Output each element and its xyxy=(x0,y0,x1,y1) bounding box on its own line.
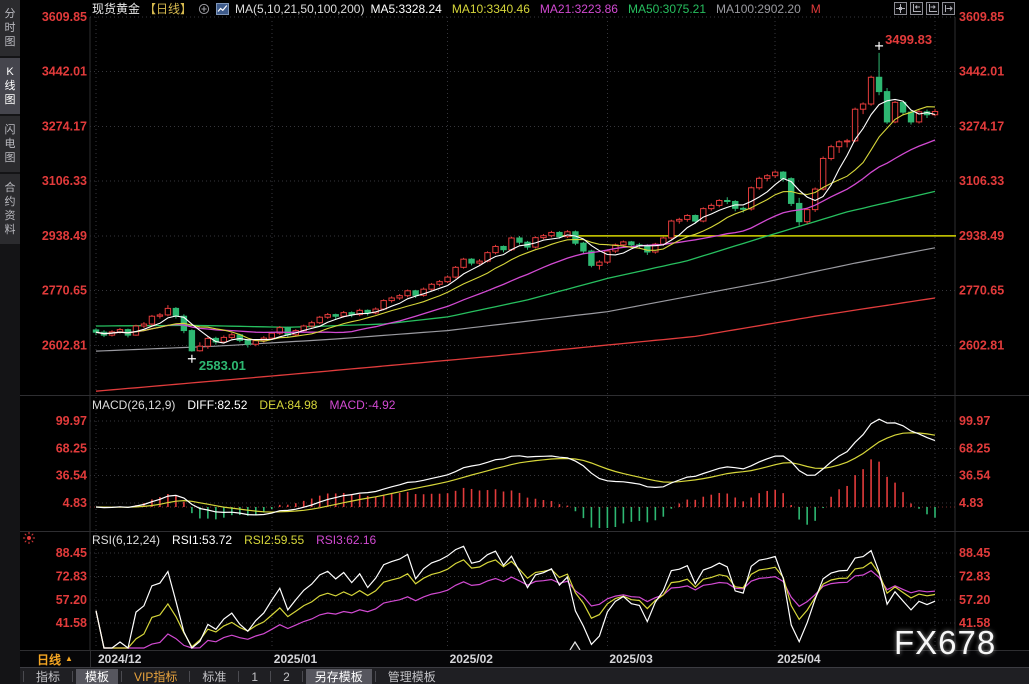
ma-value: MA100:2902.20 xyxy=(716,1,801,16)
toolbar-item-8[interactable]: 管理模板 xyxy=(387,669,436,684)
toolbar-item-1[interactable]: 指标 xyxy=(36,669,61,684)
x-axis-label: 2025/04 xyxy=(777,652,821,666)
rsi-header: RSI(6,12,24) RSI1:53.72 RSI2:59.55 RSI3:… xyxy=(92,533,376,547)
shift-right-icon[interactable] xyxy=(926,2,939,15)
toolbar-separator xyxy=(189,671,191,682)
svg-text:2583.01: 2583.01 xyxy=(199,358,246,373)
macd-diff-value: DIFF:82.52 xyxy=(187,398,248,412)
toolbar-separator xyxy=(270,671,272,682)
svg-text:36.54: 36.54 xyxy=(56,469,87,483)
svg-text:68.25: 68.25 xyxy=(959,441,990,455)
svg-text:99.97: 99.97 xyxy=(56,414,87,428)
symbol-title: 现货黄金 xyxy=(92,2,141,16)
svg-text:4.83: 4.83 xyxy=(63,496,87,510)
ma-values: MA5:3328.24 MA10:3340.46 MA21:3223.86 MA50:… xyxy=(370,2,820,16)
svg-text:3609.85: 3609.85 xyxy=(42,10,87,24)
sidebar-tab-3[interactable]: 闪电图 xyxy=(0,116,20,172)
toolbar-item-4[interactable]: 标准 xyxy=(202,669,227,684)
svg-text:57.20: 57.20 xyxy=(959,593,990,607)
period-label: 【日线】 xyxy=(144,2,193,16)
svg-text:68.25: 68.25 xyxy=(56,441,87,455)
rsi1-value: RSI1:53.72 xyxy=(172,533,233,547)
svg-text:57.20: 57.20 xyxy=(56,593,87,607)
svg-text:3442.01: 3442.01 xyxy=(42,65,87,79)
shift-left-icon[interactable] xyxy=(910,2,923,15)
toolbar-item-6[interactable]: 2 xyxy=(283,669,290,684)
sun-icon xyxy=(22,531,36,545)
ma-group-label: MA(5,10,21,50,100,200) xyxy=(235,1,365,16)
svg-text:99.97: 99.97 xyxy=(959,414,990,428)
time-axis: 日线 ▲ 2024/12 2025/01 2025/02 2025/03 2025/04 xyxy=(20,650,1029,667)
toolbar-item-7[interactable]: 另存模板 xyxy=(305,668,372,684)
ma-value: MA5:3328.24 xyxy=(370,1,442,16)
period-selector[interactable]: 日线 ▲ xyxy=(20,651,91,667)
jump-end-icon[interactable] xyxy=(942,2,955,15)
toolbar-item-5[interactable]: 1 xyxy=(251,669,259,684)
circle-plus-icon[interactable] xyxy=(198,3,210,15)
x-axis-label: 2025/01 xyxy=(273,652,318,666)
mouse-cursor xyxy=(569,640,581,650)
svg-text:3442.01: 3442.01 xyxy=(959,65,1004,79)
chart-header: 现货黄金 【日线】 MA(5,10,21,50,100,200) MA5:332… xyxy=(20,0,1029,17)
svg-text:2938.49: 2938.49 xyxy=(959,229,1004,243)
x-axis-label: 2025/03 xyxy=(609,652,653,666)
macd-dea-value: DEA:84.98 xyxy=(259,398,318,412)
sidebar-tab-1[interactable]: 分时图 xyxy=(0,0,20,56)
ma-value: MA50:3075.21 xyxy=(627,1,707,16)
x-axis-label: 2024/12 xyxy=(98,652,142,666)
svg-text:3609.85: 3609.85 xyxy=(959,10,1004,24)
svg-text:2938.49: 2938.49 xyxy=(42,229,87,243)
toolbar-item-2[interactable]: 模板 xyxy=(76,668,119,684)
svg-text:2770.65: 2770.65 xyxy=(959,284,1004,298)
toolbar-separator xyxy=(301,671,303,682)
sidebar-tab-4[interactable]: 合约资料 xyxy=(0,174,20,244)
crosshair-icon[interactable] xyxy=(894,2,907,15)
ma-value: MA21:3223.86 xyxy=(539,1,618,16)
chart-toolbar-icons xyxy=(894,2,1029,15)
period-text: 日线 xyxy=(37,652,62,667)
svg-text:4.83: 4.83 xyxy=(959,496,983,510)
toolbar-item-3[interactable]: VIP指标 xyxy=(134,669,178,684)
watermark: FX678 xyxy=(894,624,997,661)
toolbar-separator xyxy=(238,671,240,682)
svg-text:3106.33: 3106.33 xyxy=(42,174,87,188)
svg-text:3274.17: 3274.17 xyxy=(959,119,1004,133)
svg-text:72.83: 72.83 xyxy=(959,570,990,584)
svg-text:2602.81: 2602.81 xyxy=(959,338,1004,352)
toolbar-separator xyxy=(23,671,24,682)
rsi2-value: RSI2:59.55 xyxy=(244,533,305,547)
triangle-up-icon: ▲ xyxy=(65,654,73,663)
rsi-name: RSI(6,12,24) xyxy=(92,533,161,547)
svg-text:3274.17: 3274.17 xyxy=(42,119,87,133)
macd-header: MACD(26,12,9) DIFF:82.52 DEA:84.98 MACD:… xyxy=(92,398,395,412)
chart-style-icon[interactable] xyxy=(216,2,230,15)
rsi3-value: RSI3:62.16 xyxy=(316,533,377,547)
macd-bar-value: MACD:-4.92 xyxy=(329,398,396,412)
svg-text:88.45: 88.45 xyxy=(56,546,87,560)
svg-text:36.54: 36.54 xyxy=(959,469,990,483)
svg-text:3499.83: 3499.83 xyxy=(885,32,932,47)
bottom-toolbar: 指标 模板 VIP指标 标准 1 2 另存模板 管理模板 xyxy=(20,667,1029,684)
toolbar-separator xyxy=(121,671,123,682)
ma-value: M xyxy=(810,1,821,16)
toolbar-separator xyxy=(72,671,74,682)
svg-text:41.58: 41.58 xyxy=(959,616,990,630)
svg-text:3106.33: 3106.33 xyxy=(959,174,1004,188)
ma-value: MA10:3340.46 xyxy=(451,1,530,16)
toolbar-separator xyxy=(374,671,376,682)
x-axis-label: 2025/02 xyxy=(449,652,493,666)
svg-text:2602.81: 2602.81 xyxy=(42,338,87,352)
svg-text:72.83: 72.83 xyxy=(56,570,87,584)
svg-text:2770.65: 2770.65 xyxy=(42,284,87,298)
chart-canvas[interactable]: 3609.85 3609.85 3442.01 3442.01 3274.17 3274.… xyxy=(0,0,1029,650)
svg-text:41.58: 41.58 xyxy=(56,616,87,630)
macd-name: MACD(26,12,9) xyxy=(92,398,176,412)
svg-text:88.45: 88.45 xyxy=(959,546,990,560)
